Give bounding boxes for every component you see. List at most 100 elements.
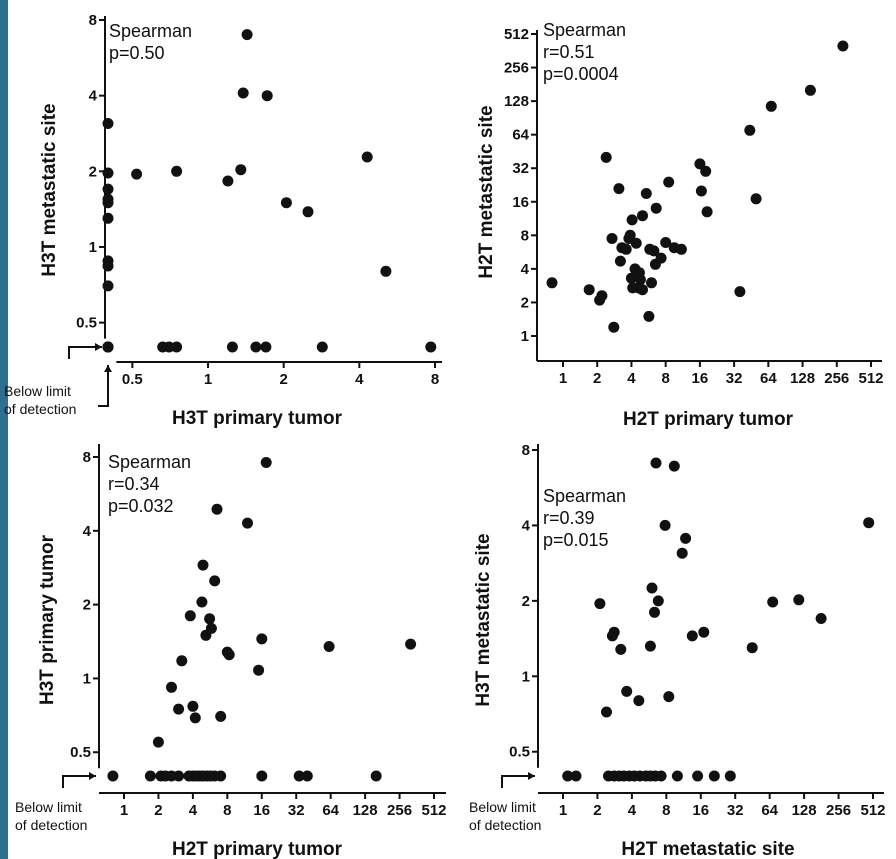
- data-point: [184, 610, 196, 622]
- x-tick-label: 64: [761, 802, 778, 819]
- below-limit-x-arrowhead: [104, 365, 112, 372]
- data-point: [746, 642, 758, 654]
- x-tick-label: 0.5: [122, 371, 143, 388]
- y-tick-label: 2: [83, 597, 91, 614]
- y-tick-label: 4: [83, 523, 92, 540]
- data-point: [256, 633, 268, 645]
- y-tick-label: 0.5: [509, 744, 530, 761]
- left-edge-stripe: [0, 0, 8, 859]
- spearman-annotation: p=0.032: [108, 496, 174, 516]
- y-tick-label: 512: [504, 26, 529, 43]
- x-tick-label: 128: [353, 802, 378, 819]
- x-tick-label: 256: [824, 370, 849, 387]
- data-point: [562, 770, 574, 782]
- data-point: [668, 460, 680, 472]
- y-tick-label: 32: [512, 160, 529, 177]
- data-point: [601, 706, 612, 718]
- data-point: [222, 175, 234, 187]
- data-point: [646, 277, 657, 289]
- x-axis-title: H2T primary tumor: [172, 839, 343, 859]
- data-point: [211, 503, 223, 515]
- data-point: [302, 206, 314, 218]
- data-point: [698, 626, 710, 638]
- data-point: [380, 265, 392, 277]
- data-point: [659, 519, 671, 531]
- data-point: [425, 341, 437, 353]
- data-point: [197, 559, 209, 571]
- data-point: [613, 183, 625, 195]
- below-limit-y-arrow: [62, 775, 96, 788]
- spearman-annotation: Spearman: [543, 486, 626, 506]
- x-tick-label: 32: [727, 802, 744, 819]
- data-point: [701, 206, 713, 218]
- y-tick-label: 2: [521, 294, 529, 311]
- y-tick-label: 8: [522, 442, 530, 459]
- data-point: [226, 341, 238, 353]
- data-point: [215, 710, 227, 722]
- y-axis-title: H3T primary tumor: [37, 534, 58, 705]
- data-point: [323, 641, 335, 652]
- data-point: [102, 118, 114, 129]
- data-point: [253, 664, 265, 676]
- y-tick-label: 4: [522, 517, 531, 534]
- data-point: [815, 613, 827, 624]
- data-point: [614, 255, 626, 267]
- data-point: [583, 284, 595, 296]
- data-point: [675, 243, 687, 255]
- data-point: [724, 770, 736, 782]
- spearman-annotation: Spearman: [108, 452, 191, 472]
- data-point: [637, 284, 648, 296]
- below-limit-label: of detection: [15, 817, 87, 833]
- data-point: [734, 286, 746, 298]
- data-point: [652, 595, 664, 607]
- below-limit-y-arrow: [68, 346, 102, 359]
- spearman-annotation: Spearman: [109, 21, 192, 41]
- below-limit-y-arrowhead: [95, 343, 102, 351]
- x-tick-label: 128: [790, 370, 815, 387]
- x-tick-label: 4: [189, 802, 198, 819]
- data-point: [695, 185, 707, 197]
- x-tick-label: 4: [355, 371, 364, 388]
- data-point: [596, 290, 608, 302]
- data-point: [686, 630, 698, 642]
- data-point: [700, 165, 712, 177]
- spearman-annotation: Spearman: [543, 20, 626, 40]
- below-limit-label: Below limit: [469, 799, 536, 815]
- below-limit-y-arrow: [501, 775, 535, 788]
- data-point: [102, 212, 114, 224]
- x-tick-label: 1: [204, 371, 212, 388]
- below-limit-label: of detection: [469, 817, 541, 833]
- data-point: [204, 613, 216, 625]
- y-tick-label: 2: [522, 593, 530, 610]
- x-tick-label: 1: [559, 370, 567, 387]
- data-point: [235, 164, 247, 176]
- data-point: [680, 532, 692, 544]
- data-point: [256, 770, 268, 782]
- data-point: [804, 84, 816, 96]
- data-point: [176, 655, 188, 667]
- x-tick-label: 16: [253, 802, 270, 819]
- data-point: [241, 29, 253, 41]
- data-point: [361, 151, 373, 163]
- x-tick-label: 512: [421, 802, 446, 819]
- data-point: [102, 183, 114, 195]
- data-point: [237, 87, 249, 99]
- y-axis-title: H2T metastatic site: [476, 105, 497, 278]
- data-point: [620, 243, 632, 255]
- data-point: [215, 770, 227, 782]
- data-point: [646, 582, 658, 594]
- data-point: [663, 176, 675, 188]
- data-point: [171, 165, 183, 177]
- y-tick-label: 8: [89, 12, 97, 29]
- spearman-annotation: r=0.34: [108, 474, 160, 494]
- spearman-annotation: p=0.015: [543, 530, 609, 550]
- data-point: [630, 237, 642, 249]
- x-axis-title: H2T primary tumor: [623, 409, 794, 430]
- data-point: [102, 167, 114, 179]
- data-point: [793, 594, 805, 606]
- y-tick-label: 1: [521, 328, 529, 345]
- data-point: [107, 770, 119, 782]
- data-point: [173, 703, 185, 715]
- data-point: [643, 310, 655, 322]
